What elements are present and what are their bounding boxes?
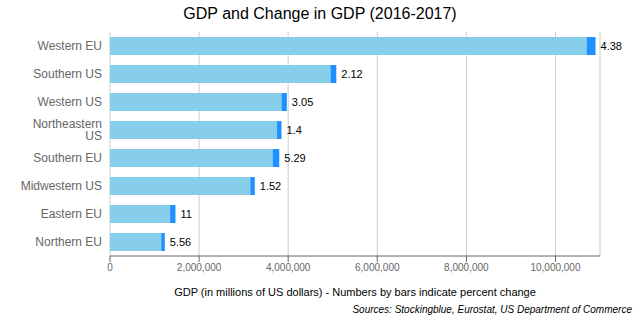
svg-text:11: 11	[180, 208, 191, 220]
svg-text:1.52: 1.52	[260, 180, 281, 192]
svg-text:Western US: Western US	[38, 95, 102, 109]
svg-text:8,000,000: 8,000,000	[444, 262, 489, 273]
svg-text:Midwestern US: Midwestern US	[21, 179, 102, 193]
svg-text:3.05: 3.05	[292, 96, 313, 108]
svg-text:Eastern EU: Eastern EU	[41, 207, 102, 221]
html-text:GDP and Change in GDP (2016-20: GDP and Change in GDP (2016-2017)	[183, 5, 457, 22]
svg-text:2,000,000: 2,000,000	[177, 262, 222, 273]
svg-text:Southern EU: Southern EU	[33, 151, 102, 165]
svg-text:4.38: 4.38	[601, 40, 622, 52]
svg-text:1.4: 1.4	[287, 124, 302, 136]
svg-text:10,000,000: 10,000,000	[530, 262, 580, 273]
svg-text:Southern US: Southern US	[33, 67, 102, 81]
svg-text:5.56: 5.56	[170, 236, 191, 248]
svg-text:NortheasternUS: NortheasternUS	[33, 117, 102, 143]
svg-text:6,000,000: 6,000,000	[355, 262, 400, 273]
svg-text:4,000,000: 4,000,000	[266, 262, 311, 273]
svg-text:Western EU: Western EU	[38, 39, 102, 53]
svg-text:0: 0	[107, 262, 113, 273]
svg-text:GDP (in millions of US dollars: GDP (in millions of US dollars) - Number…	[174, 286, 536, 298]
svg-text:2.12: 2.12	[341, 68, 362, 80]
html-text:Sources: Stockingblue, Eurosta: Sources: Stockingblue, Eurostat, US Depa…	[352, 304, 632, 315]
svg-text:5.29: 5.29	[284, 152, 305, 164]
svg-text:Northern EU: Northern EU	[35, 235, 102, 249]
